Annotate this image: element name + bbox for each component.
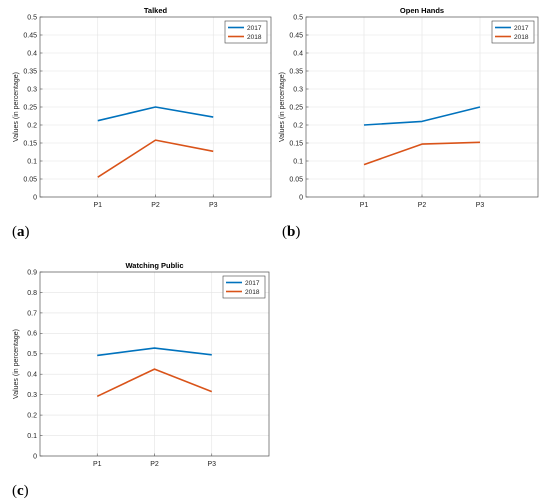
axes-box (39, 16, 272, 198)
legend-label: 2017 (514, 25, 529, 32)
axes-box (39, 271, 270, 457)
y-tick-label: 0.4 (27, 50, 37, 57)
y-tick-label: 0.05 (23, 176, 37, 183)
y-tick-label: 0.35 (289, 68, 303, 75)
y-tick-label: 0 (299, 194, 303, 201)
axes-box (305, 16, 539, 198)
legend-box (222, 275, 266, 299)
y-axis-label: Values (in percentage) (13, 72, 20, 142)
y-tick-label: 0.4 (27, 372, 37, 379)
chart-panel-3: 0 0.1 0.2 0.3 0.4 0.5 0.6 0.7 0.8 0.9 P1 P2 P3 Watchi… (12, 261, 270, 499)
y-tick-label: 0.7 (27, 310, 37, 317)
series-line-2017 (97, 347, 212, 357)
panel-label: (a) (12, 224, 30, 240)
chart-title: Open Hands (400, 6, 444, 15)
y-tick-label: 0.8 (27, 290, 37, 297)
y-tick-label: 0 (33, 194, 37, 201)
legend-label: 2018 (247, 34, 262, 41)
series-line-2017 (97, 106, 214, 122)
y-tick-label: 0.45 (289, 32, 303, 39)
y-tick-label: 0.3 (27, 392, 37, 399)
x-tick-label: P3 (476, 202, 485, 209)
series-line-2018 (96, 368, 213, 398)
legend-label: 2017 (247, 25, 262, 32)
series-line-2018 (363, 141, 481, 166)
x-tick-label: P1 (93, 202, 102, 209)
legend-label: 2017 (245, 280, 260, 287)
legend: 2017 2018 (222, 275, 266, 299)
y-tick-label: 0.9 (27, 269, 37, 276)
y-tick-label: 0.5 (27, 351, 37, 358)
y-tick-label: 0.35 (23, 68, 37, 75)
legend-label: 2018 (245, 289, 260, 296)
chart-panel-2: 0 0.05 0.1 0.15 0.2 0.25 0.3 0.35 0.4 0.45 0.5 P1 P2… (279, 6, 539, 240)
y-tick-label: 0.1 (293, 158, 303, 165)
y-tick-label: 0.45 (23, 32, 37, 39)
y-tick-label: 0.2 (27, 413, 37, 420)
y-axis-label: Values (in percentage) (279, 72, 286, 142)
y-tick-label: 0.25 (23, 104, 37, 111)
y-tick-label: 0.2 (27, 122, 37, 129)
x-tick-label: P2 (150, 461, 159, 468)
series-line-2017 (363, 106, 481, 126)
y-tick-label: 0.1 (27, 433, 37, 440)
chart-title: Watching Public (125, 261, 183, 270)
y-tick-label: 0.15 (23, 140, 37, 147)
y-tick-label: 0.15 (289, 140, 303, 147)
y-tick-label: 0.4 (293, 50, 303, 57)
y-tick-label: 0.5 (27, 14, 37, 21)
x-tick-label: P1 (360, 202, 369, 209)
y-tick-label: 0.1 (27, 158, 37, 165)
panel-label: (c) (12, 483, 29, 499)
x-tick-label: P2 (151, 202, 160, 209)
y-tick-label: 0.5 (293, 14, 303, 21)
panel-label: (b) (282, 224, 300, 240)
y-tick-label: 0.05 (289, 176, 303, 183)
y-tick-label: 0 (33, 453, 37, 460)
y-axis-label: Values (in percentage) (13, 329, 20, 399)
y-tick-label: 0.2 (293, 122, 303, 129)
x-tick-label: P2 (418, 202, 427, 209)
x-tick-label: P1 (93, 461, 102, 468)
y-tick-label: 0.25 (289, 104, 303, 111)
legend: 2017 2018 (491, 20, 535, 44)
legend: 2017 2018 (224, 20, 268, 44)
y-tick-label: 0.6 (27, 331, 37, 338)
x-tick-label: P3 (207, 461, 216, 468)
x-tick-label: P3 (209, 202, 218, 209)
y-tick-label: 0.3 (27, 86, 37, 93)
legend-label: 2018 (514, 34, 529, 41)
legend-box (491, 20, 535, 44)
series-line-2018 (97, 139, 214, 178)
chart-panel-1: 0 0.05 0.1 0.15 0.2 0.25 0.3 0.35 0.4 0.45 0.5 P1 P2… (12, 6, 272, 240)
chart-title: Talked (144, 6, 168, 15)
y-tick-label: 0.3 (293, 86, 303, 93)
legend-box (224, 20, 268, 44)
